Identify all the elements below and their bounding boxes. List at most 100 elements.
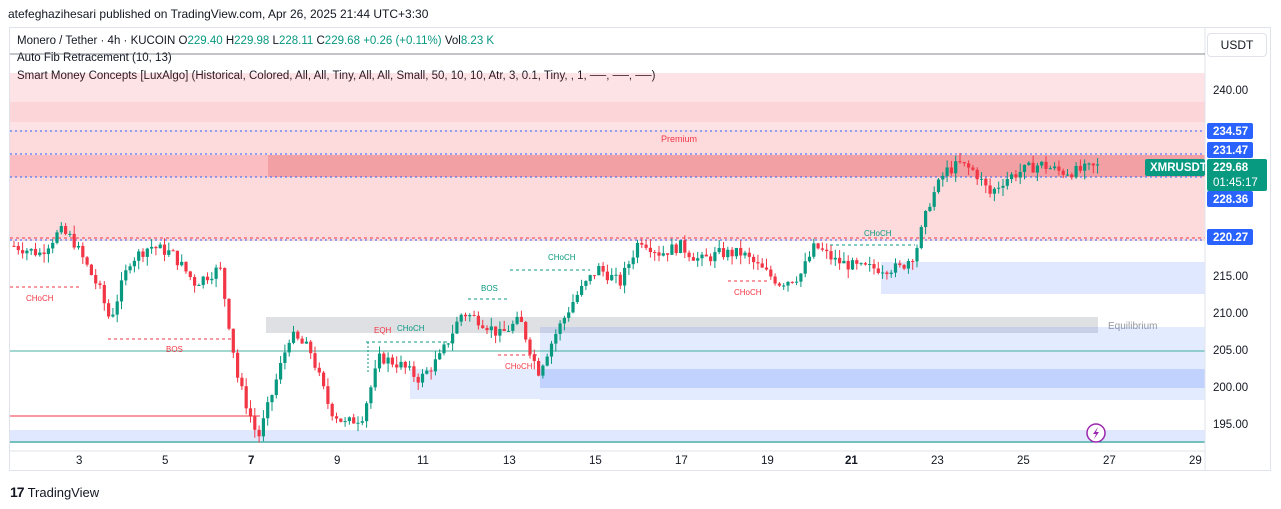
candle-body <box>833 257 837 260</box>
candle-body <box>309 341 313 354</box>
candle-body <box>128 266 132 271</box>
premium-label: Premium <box>661 134 697 144</box>
candle-body <box>463 314 468 317</box>
candle-body <box>678 240 683 253</box>
svg-text:BOS: BOS <box>481 284 498 293</box>
candle-body <box>253 416 257 430</box>
candle-body <box>330 403 334 417</box>
svg-text:13: 13 <box>503 455 516 467</box>
candle-body <box>304 341 308 344</box>
candle-body <box>868 264 872 266</box>
candle-body <box>941 175 945 180</box>
candle-body <box>1001 185 1005 188</box>
candle-body <box>769 269 773 277</box>
high-value: 229.98 <box>234 35 270 47</box>
candle-body <box>347 417 351 422</box>
current-price-tag <box>1207 159 1267 191</box>
candle-body <box>919 227 923 249</box>
candle-body <box>64 226 68 234</box>
candle-body <box>532 354 536 361</box>
price-tag-mid <box>1207 191 1253 207</box>
svg-text:228.36: 228.36 <box>1213 194 1248 206</box>
candle-body <box>81 245 85 258</box>
candle-body <box>958 161 962 163</box>
candle-body <box>915 248 919 262</box>
svg-text:229.68: 229.68 <box>1213 162 1249 174</box>
candle-body <box>145 248 149 257</box>
candle-body <box>296 331 300 339</box>
candle-body <box>562 317 566 324</box>
candle-body <box>661 253 665 256</box>
lightning-icon[interactable] <box>1086 423 1106 443</box>
candle-body <box>390 357 394 365</box>
candle-body <box>730 249 734 257</box>
candle-body <box>1091 163 1095 166</box>
candle-body <box>193 277 197 286</box>
candle-body <box>597 266 601 276</box>
candle-body <box>119 280 124 302</box>
tradingview-footer[interactable]: 17 TradingView <box>10 484 99 500</box>
candle-body <box>683 240 687 253</box>
candle-body <box>962 162 966 164</box>
svg-text:XMRUSDT: XMRUSDT <box>1150 162 1207 174</box>
candle-body <box>898 263 902 266</box>
candle-body <box>734 247 738 257</box>
candle-body <box>704 254 708 257</box>
y-tick: 240.00 <box>1213 85 1248 97</box>
svg-text:15: 15 <box>589 455 602 467</box>
indicator-fib-legend[interactable]: Auto Fib Retracement (10, 13) <box>17 52 172 64</box>
candle-body <box>670 244 674 255</box>
candle-body <box>605 271 609 281</box>
candle-body <box>485 327 489 331</box>
candle-body <box>59 226 63 233</box>
candle-body <box>481 325 485 328</box>
premium-top-band <box>10 102 1205 122</box>
premium-top-zone <box>10 73 1205 130</box>
indicator-smc-legend[interactable]: Smart Money Concepts [LuxAlgo] (Historic… <box>17 70 656 82</box>
candle-body <box>988 185 992 194</box>
candle-body <box>442 344 446 354</box>
candle-body <box>300 338 304 344</box>
candle-body <box>188 271 192 278</box>
symbol-name[interactable]: Monero / Tether · 4h · KUCOIN <box>17 35 176 47</box>
currency-button[interactable]: USDT <box>1207 33 1267 57</box>
structure-labels: CHoCH BOS EQH CHoCH BOS CHoCH CHoCH CHoC… <box>26 229 892 371</box>
candle-body <box>812 243 816 257</box>
candle-body <box>171 250 175 252</box>
candle-body <box>1027 162 1031 165</box>
candle-body <box>76 245 81 248</box>
candle-body <box>992 188 996 194</box>
candle-body <box>184 261 188 272</box>
candle-body <box>1061 170 1065 175</box>
candle-body <box>506 330 511 332</box>
symbol-legend[interactable]: Monero / Tether · 4h · KUCOIN O229.40 H2… <box>17 35 495 47</box>
candle-body <box>876 268 880 273</box>
candle-body <box>98 283 102 285</box>
candle-body <box>420 373 425 383</box>
candle-body <box>777 283 781 286</box>
equilibrium-label: Equilibrium <box>1108 321 1157 332</box>
candle-body <box>403 361 407 368</box>
candle-body <box>782 285 786 287</box>
candle-body <box>881 272 885 274</box>
candle-body <box>949 167 953 174</box>
candle-body <box>984 178 988 186</box>
candle-body <box>829 251 833 260</box>
candle-body <box>717 248 721 253</box>
candle-body <box>721 248 726 258</box>
candle-body <box>25 250 29 254</box>
candle-body <box>709 256 713 262</box>
candle-body <box>752 256 756 263</box>
candle-body <box>240 377 244 387</box>
candle-body <box>790 281 794 283</box>
svg-text:CHoCH: CHoCH <box>505 362 533 371</box>
candle-body <box>816 243 820 249</box>
candle-body <box>855 260 859 264</box>
candle-body <box>558 323 562 334</box>
candle-body <box>631 257 635 265</box>
candle-body <box>623 267 627 286</box>
candle-body <box>1087 163 1091 165</box>
svg-text:29: 29 <box>1189 455 1202 467</box>
candle-body <box>111 314 115 317</box>
